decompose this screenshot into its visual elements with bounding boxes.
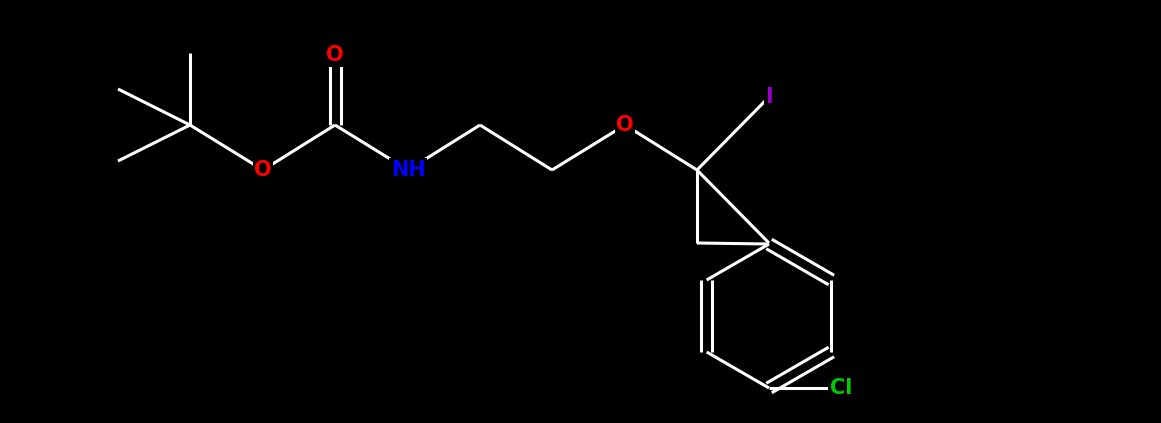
Text: O: O — [616, 115, 634, 135]
Text: Cl: Cl — [830, 378, 852, 398]
Text: NH: NH — [390, 160, 425, 180]
Text: I: I — [765, 87, 773, 107]
Text: O: O — [326, 45, 344, 65]
Text: O: O — [254, 160, 272, 180]
